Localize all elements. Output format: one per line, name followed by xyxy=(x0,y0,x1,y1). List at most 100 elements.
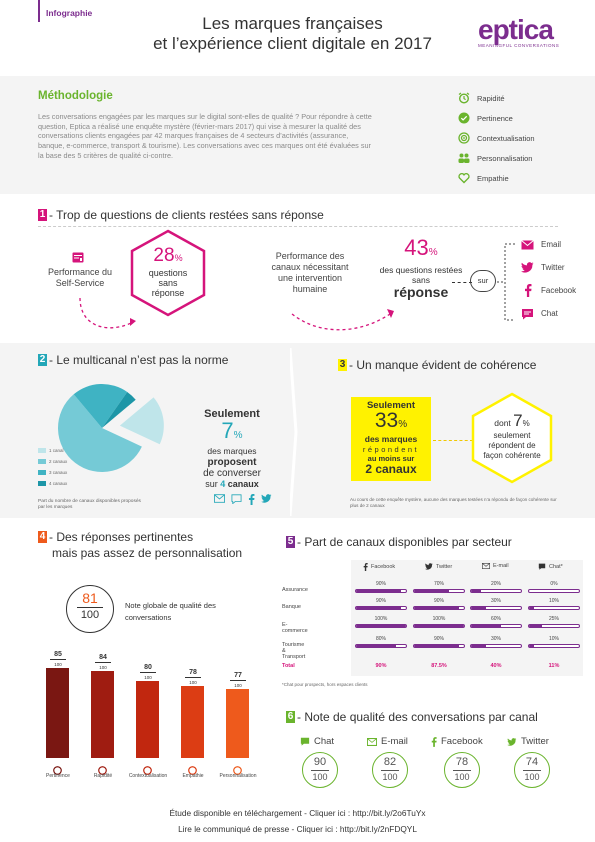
cell-bar xyxy=(470,606,522,610)
cell-value: 0% xyxy=(550,581,558,587)
cell-bar xyxy=(413,606,465,610)
chat-icon xyxy=(231,494,242,504)
criterion-empathie: Empathie xyxy=(458,172,509,184)
cell-bar-fill xyxy=(529,607,534,609)
criteria-bar-chart: 85 100 Pertinence 84 100 Rapidité 80 100 Context… xyxy=(0,0,256,779)
s6-facebook-label: Facebook xyxy=(431,736,483,747)
target-icon xyxy=(143,762,152,780)
cell-bar-fill xyxy=(356,625,406,627)
section-5-title: 5 - Part de canaux disponibles par secte… xyxy=(286,535,512,549)
cell-bar xyxy=(413,589,465,593)
cell-bar xyxy=(413,624,465,628)
cell-bar xyxy=(355,624,407,628)
coherence-hexagon xyxy=(471,392,553,484)
legend-1-canal: 1 canal xyxy=(38,448,64,453)
methodology-title: Méthodologie xyxy=(38,90,113,102)
cell-value: 60% xyxy=(490,616,501,622)
check-circle-icon xyxy=(458,112,470,124)
section-1-title: 1 - Trop de questions de clients restées… xyxy=(38,208,324,222)
bar-label: Contextualisation xyxy=(128,773,168,779)
email-icon xyxy=(482,563,490,569)
legend-3-canaux: 3 canaux xyxy=(38,470,67,475)
multichannel-stat: Seulement 7% des marques proposent de co… xyxy=(203,408,261,489)
vertical-divider xyxy=(290,348,298,516)
twitter-icon xyxy=(507,737,517,746)
total-value: 40% xyxy=(490,663,502,669)
pie-slice-2-canaux xyxy=(58,394,142,472)
channel-twitter: Twitter xyxy=(521,261,565,274)
bar-score: 78 100 xyxy=(178,669,208,686)
s6-email-label: E-mail xyxy=(367,736,408,747)
cell-bar xyxy=(528,606,580,610)
cell-bar-fill xyxy=(471,590,481,592)
twitter-icon xyxy=(261,494,272,503)
bar-label: Rapidité xyxy=(93,773,113,779)
email-icon xyxy=(214,494,225,503)
criterion-personnalisation: Personnalisation xyxy=(458,152,532,164)
self-service-arrow xyxy=(79,297,136,329)
cell-bar xyxy=(528,589,580,593)
cell-bar xyxy=(413,644,465,648)
global-score-label: Note globale de qualité des conversation… xyxy=(125,601,216,622)
channel-facebook: Facebook xyxy=(521,284,576,297)
legend-4-canaux: 4 canaux xyxy=(38,481,67,486)
cell-value: 30% xyxy=(490,636,501,642)
pie-slice-3-canaux xyxy=(73,384,128,428)
heart-icon xyxy=(188,762,197,780)
heart-icon xyxy=(458,172,470,184)
press-release-link[interactable]: Lire le communiqué de presse - Cliquer i… xyxy=(178,824,417,834)
cell-value: 10% xyxy=(548,598,559,604)
page-title: Les marques françaises et l’expérience c… xyxy=(153,14,432,53)
s2-channel-icons xyxy=(214,494,272,505)
global-score-circle: 81 100 xyxy=(66,585,114,633)
cell-bar-fill xyxy=(471,607,486,609)
cell-bar-fill xyxy=(471,625,501,627)
cell-bar xyxy=(470,644,522,648)
section-1-divider xyxy=(38,226,558,227)
cell-value: 90% xyxy=(433,636,444,642)
self-service-label: Performance du Self-Service xyxy=(47,267,113,288)
cell-value: 90% xyxy=(375,598,386,604)
logo-tagline: MEANINGFUL CONVERSATIONS xyxy=(478,43,560,48)
target-icon xyxy=(458,132,470,144)
category-tag: Infographie xyxy=(38,0,118,22)
channels-performance-label: Performance des canaux nécessitant une i… xyxy=(271,251,349,294)
cell-value: 90% xyxy=(433,598,444,604)
cell-value: 70% xyxy=(433,581,444,587)
chat-icon xyxy=(300,737,310,746)
cell-bar xyxy=(355,589,407,593)
section-3-title: 3 - Un manque évident de cohérence xyxy=(338,358,537,372)
channel-email: Email xyxy=(521,238,561,251)
twitter-icon xyxy=(521,261,534,274)
facebook-icon xyxy=(431,736,437,747)
facebook-icon xyxy=(363,563,368,571)
methodology-panel xyxy=(0,76,595,194)
bar-score: 85 100 xyxy=(43,651,73,668)
coherence-connector xyxy=(433,440,473,441)
total-value: 87.5% xyxy=(431,663,447,669)
score-facebook: 78 100 xyxy=(444,752,480,788)
unanswered-stat: 43% des questions restées sans réponse xyxy=(379,235,463,300)
bar-label: Empathie xyxy=(182,773,204,779)
cell-bar-fill xyxy=(356,607,401,609)
facebook-icon xyxy=(521,284,534,297)
bar-pertinence xyxy=(46,668,69,758)
coherence-yellow-box: Seulement 33% des marques répondent au m… xyxy=(351,397,431,481)
cell-bar-fill xyxy=(414,625,464,627)
pie-caption: Part du nombre de canaux disponibles pro… xyxy=(38,499,141,510)
legend-2-canaux: 2 canaux xyxy=(38,459,67,464)
criterion-rapidite: Rapidité xyxy=(458,92,505,104)
section-6-title: 6 - Note de qualité des conversations pa… xyxy=(286,710,538,724)
col-twitter: Twitter xyxy=(425,563,452,570)
cell-bar-fill xyxy=(414,607,459,609)
section-2-title: 2 - Le multicanal n’est pas la norme xyxy=(38,353,229,367)
cell-value: 100% xyxy=(432,616,446,622)
cell-value: 20% xyxy=(490,581,501,587)
alarm-clock-icon xyxy=(458,92,470,104)
methodology-text: Les conversations engagées par les marqu… xyxy=(38,112,372,160)
criterion-contextualisation: Contextualisation xyxy=(458,132,535,144)
hexagon-badge xyxy=(130,229,206,317)
col-email: E-mail xyxy=(482,563,509,569)
download-link[interactable]: Étude disponible en téléchargement - Cli… xyxy=(169,808,426,818)
score-email: 82 100 xyxy=(372,752,408,788)
